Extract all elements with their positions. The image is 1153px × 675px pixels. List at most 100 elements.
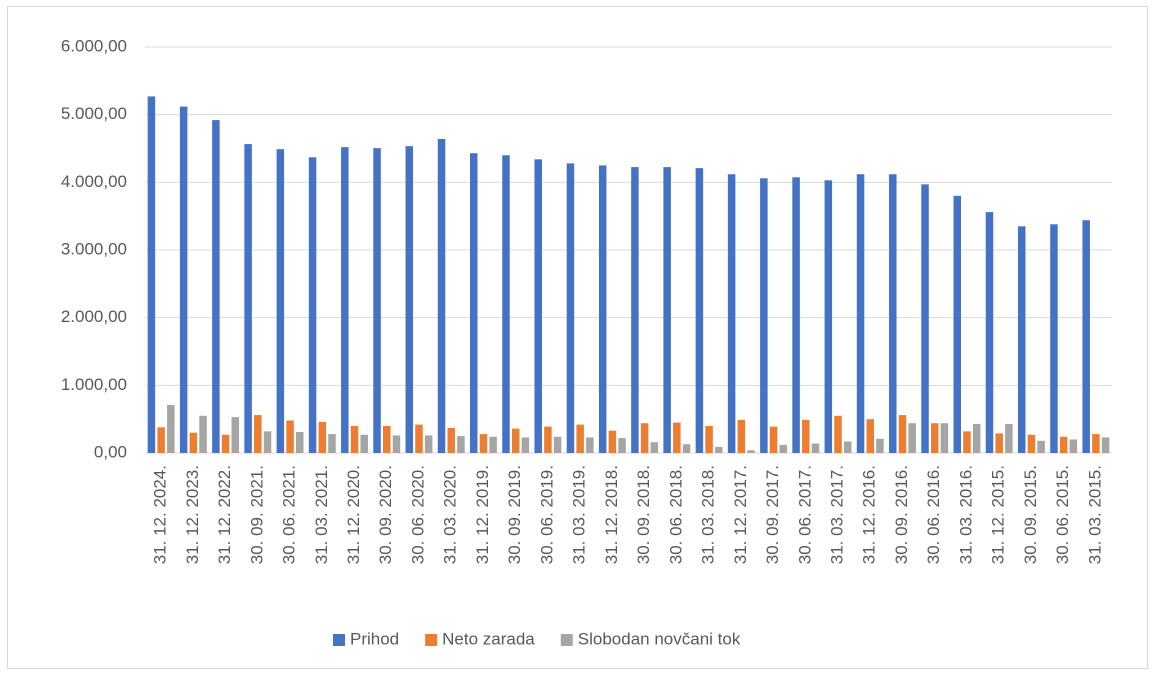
bar (598, 165, 607, 453)
bar (608, 430, 617, 453)
x-tick-label: 31. 03. 2020. (441, 465, 460, 564)
x-tick-label: 31. 12. 2015. (989, 465, 1008, 564)
x-tick-label: 31. 12. 2020. (344, 465, 363, 564)
bar (1050, 224, 1058, 453)
bar (824, 180, 833, 453)
bar (231, 417, 240, 453)
bar (383, 425, 391, 453)
bar (286, 420, 294, 453)
bar (876, 438, 884, 453)
bar (747, 450, 755, 453)
bar (631, 167, 639, 453)
bar (328, 434, 336, 453)
y-tick-label: 2.000,00 (61, 307, 127, 326)
x-tick-label: 31. 12. 2022. (215, 465, 234, 564)
bar (1005, 423, 1013, 453)
bar (695, 168, 704, 453)
bar (244, 144, 252, 453)
x-tick-label: 30. 09. 2016. (892, 465, 911, 564)
bar (167, 404, 175, 453)
legend-swatch (425, 634, 438, 646)
x-tick-label: 30. 06. 2017. (795, 465, 814, 564)
bar (856, 174, 865, 454)
bar (447, 427, 455, 453)
bar (1101, 437, 1110, 453)
bar (521, 437, 530, 453)
y-tick-label: 0,00 (94, 442, 127, 461)
bar (1082, 220, 1090, 453)
legend-label: Prihod (350, 629, 399, 648)
bar (276, 149, 285, 453)
bar (1017, 226, 1026, 453)
bar (576, 424, 584, 453)
bar (908, 423, 916, 453)
x-tick-label: 30. 09. 2021. (247, 465, 266, 564)
bar (866, 419, 874, 453)
x-tick-label: 30. 09. 2020. (376, 465, 395, 564)
bar (834, 415, 842, 453)
x-tick-label: 31. 03. 2017. (828, 465, 847, 564)
bar (157, 427, 165, 453)
bar (212, 120, 220, 453)
chart-border (7, 6, 1148, 669)
bar (179, 106, 188, 454)
legend-swatch (333, 634, 345, 646)
bar (489, 436, 497, 453)
bar (727, 174, 736, 454)
x-tick-label: 31. 03. 2018. (699, 465, 718, 564)
x-tick-label: 30. 09. 2018. (634, 465, 653, 564)
bar (221, 434, 230, 453)
x-tick-label: 30. 06. 2019. (537, 465, 556, 564)
x-tick-label: 30. 06. 2015. (1053, 465, 1072, 564)
x-tick-label: 31. 03. 2019. (570, 465, 589, 564)
bar (470, 153, 478, 453)
bar (437, 139, 446, 453)
x-tick-label: 30. 09. 2019. (505, 465, 524, 564)
bar (930, 423, 939, 453)
bar (921, 184, 929, 453)
bar (705, 425, 713, 453)
bar (308, 157, 317, 453)
bar (953, 195, 961, 453)
legend-label: Slobodan novčani tok (578, 629, 741, 648)
x-tick-label: 30. 06. 2018. (666, 465, 685, 564)
bar (663, 167, 671, 453)
bar (682, 444, 691, 453)
bar (618, 438, 626, 453)
y-tick-label: 1.000,00 (61, 375, 127, 394)
bar (985, 212, 994, 453)
bar (640, 423, 649, 453)
bar (889, 174, 897, 454)
bar (405, 146, 414, 454)
bar (424, 435, 433, 453)
bar (147, 96, 156, 453)
bar (1027, 434, 1036, 453)
bar (586, 437, 594, 453)
legend-swatch (560, 634, 573, 646)
bar (502, 155, 510, 453)
bar (254, 415, 262, 453)
bar (802, 419, 810, 453)
x-tick-label: 31. 12. 2019. (473, 465, 492, 564)
bar (553, 436, 562, 453)
bar (898, 415, 907, 453)
bar (318, 421, 327, 453)
x-tick-label: 30. 06. 2020. (408, 465, 427, 564)
bar (544, 426, 552, 453)
y-tick-label: 3.000,00 (61, 239, 127, 258)
y-tick-label: 4.000,00 (61, 172, 127, 191)
bar (566, 163, 575, 454)
x-tick-label: 30. 09. 2015. (1021, 465, 1040, 564)
bar (715, 446, 723, 453)
x-tick-label: 31. 12. 2016. (860, 465, 879, 564)
x-tick-label: 30. 09. 2017. (763, 465, 782, 564)
bar (963, 431, 971, 453)
x-tick-label: 31. 03. 2016. (956, 465, 975, 564)
bar (650, 442, 659, 453)
bar (415, 424, 423, 453)
bar (360, 434, 368, 453)
bar (511, 428, 520, 453)
bar (457, 436, 465, 453)
x-tick-label: 31. 03. 2021. (312, 465, 331, 564)
